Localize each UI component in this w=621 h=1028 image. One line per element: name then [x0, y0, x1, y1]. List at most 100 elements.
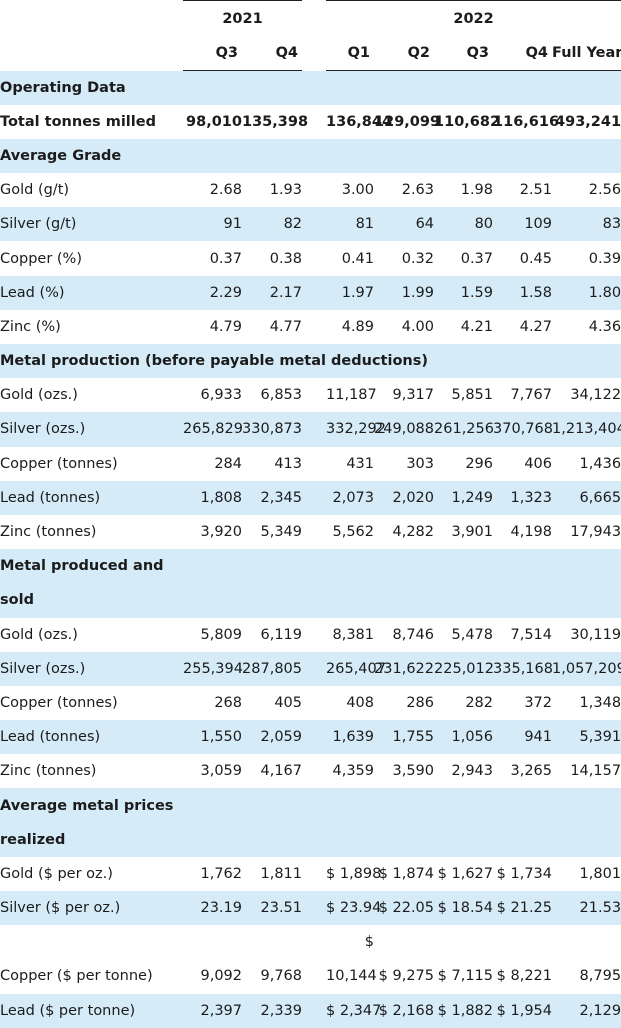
table-cell: 1.99: [401, 284, 435, 301]
column-gap: [302, 754, 326, 788]
table-cell: $: [364, 934, 375, 951]
table-cell: 8,795: [579, 968, 621, 985]
table-cell: 83: [602, 216, 621, 233]
row-label: Gold (ozs.): [0, 626, 78, 643]
table-cell: 3,059: [200, 763, 242, 780]
table-cell: 81: [355, 216, 375, 233]
table-cell: 21.53: [579, 900, 621, 917]
quarter-header-2021-q4: Q4: [242, 36, 303, 71]
table-cell: 0.32: [401, 250, 435, 267]
table-cell: $ 1,734: [496, 865, 553, 882]
column-gap: [302, 447, 326, 481]
row-label: Lead (%): [0, 284, 65, 301]
table-cell: 1,056: [451, 729, 494, 746]
table-cell: [493, 925, 552, 959]
table-cell: 2,943: [451, 763, 494, 780]
table-body: Operating Data Total tonnes milled 98,010 1…: [0, 70, 621, 1028]
column-gap: [302, 276, 326, 310]
table-cell: 34,122: [570, 387, 621, 404]
table-cell: 6,665: [579, 489, 621, 506]
table-row: Zinc (tonnes) 3,920 5,349 5,562 4,282 3,901 4,…: [0, 515, 621, 549]
header-corner: [0, 1, 183, 37]
table-cell: 64: [415, 216, 435, 233]
table-cell: [374, 139, 434, 173]
table-row: Gold (g/t) 2.68 1.93 3.00 2.63 1.98 2.51 2.56: [0, 173, 621, 207]
table-cell: 405: [274, 694, 303, 711]
table-cell: $ 1,898: [326, 865, 382, 882]
table-cell: 8,381: [332, 626, 375, 643]
table-cell: 6,853: [260, 387, 303, 404]
table-cell: [242, 139, 302, 173]
table-cell: 10,144: [326, 968, 377, 985]
table-cell: [183, 583, 242, 617]
table-cell: 408: [346, 694, 375, 711]
table-cell: 1,811: [260, 865, 303, 882]
section-row: Average metal prices: [0, 788, 621, 823]
table-cell: 5,851: [451, 387, 494, 404]
table-cell: [493, 71, 552, 105]
column-gap: [302, 618, 326, 652]
table-cell: 330,873: [242, 421, 303, 438]
table-cell: 2,397: [200, 1002, 242, 1019]
table-cell: 3,265: [510, 763, 553, 780]
row-label: Zinc (%): [0, 318, 61, 335]
table-cell: 296: [465, 455, 494, 472]
table-cell: 1,762: [200, 865, 242, 882]
table-cell: 287,805: [242, 660, 303, 677]
table-row: Gold ($ per oz.) 1,762 1,811 $ 1,898 $ 1,874…: [0, 857, 621, 891]
table-cell: 1,808: [200, 489, 242, 506]
table-row: Copper (tonnes) 268 405 408 286 282 372 1,348: [0, 686, 621, 720]
table-cell: [183, 71, 242, 105]
table-cell: [493, 788, 552, 822]
table-cell: $ 18.54: [437, 900, 494, 917]
table-cell: [552, 139, 621, 173]
table-cell: 82: [283, 216, 303, 233]
quarter-header-2021-q3: Q3: [183, 36, 242, 71]
column-gap: [302, 959, 326, 993]
table-row: Lead (tonnes) 1,550 2,059 1,639 1,755 1,056 94…: [0, 720, 621, 755]
table-cell: $ 23.94: [326, 900, 382, 917]
table-cell: 372: [524, 694, 553, 711]
table-cell: 1,323: [510, 489, 553, 506]
table-cell: 2,020: [392, 489, 435, 506]
row-label: Copper (%): [0, 250, 82, 267]
table-cell: 332,292: [326, 421, 386, 438]
table-cell: 2,059: [260, 729, 303, 746]
table-cell: 1.98: [460, 182, 494, 199]
table-cell: [183, 788, 242, 822]
column-gap: [302, 652, 326, 686]
table-cell: 5,478: [451, 626, 494, 643]
table-cell: [374, 549, 434, 583]
row-label: Gold (g/t): [0, 182, 70, 199]
table-cell: [374, 823, 434, 857]
table-cell: [374, 788, 434, 822]
table-cell: [552, 71, 621, 105]
table-cell: 286: [406, 694, 435, 711]
table-cell: [493, 583, 552, 617]
table-cell: 3,590: [392, 763, 435, 780]
table-cell: 1,639: [332, 729, 375, 746]
table-cell: 0.41: [341, 250, 375, 267]
table-row: Gold (ozs.) 6,933 6,853 11,187 9,317 5,851 7,7…: [0, 378, 621, 412]
table-cell: [242, 71, 302, 105]
table-cell: 8,746: [392, 626, 435, 643]
column-gap: [302, 481, 326, 515]
table-cell: [242, 925, 302, 959]
table-cell: 0.37: [460, 250, 494, 267]
column-gap: [302, 241, 326, 275]
table-cell: 9,092: [200, 968, 242, 985]
table-cell: 2.56: [588, 182, 621, 199]
table-cell: $ 1,954: [496, 1002, 553, 1019]
table-cell: 4,198: [510, 524, 553, 541]
table-cell: 3,901: [451, 524, 494, 541]
quarter-header-2022-q3: Q3: [434, 36, 494, 71]
table-row: Lead (%) 2.29 2.17 1.97 1.99 1.59 1.58 1.80: [0, 275, 621, 310]
table-cell: 2,073: [332, 489, 375, 506]
table-cell: 1.93: [269, 182, 303, 199]
table-cell: $ 2,347: [326, 1002, 382, 1019]
table-cell: 4.89: [341, 318, 375, 335]
table-row: Silver (ozs.) 255,394 287,805 265,407 231,62…: [0, 651, 621, 686]
table-cell: 2.51: [519, 182, 553, 199]
column-gap: [302, 823, 326, 857]
table-cell: 5,391: [579, 729, 621, 746]
